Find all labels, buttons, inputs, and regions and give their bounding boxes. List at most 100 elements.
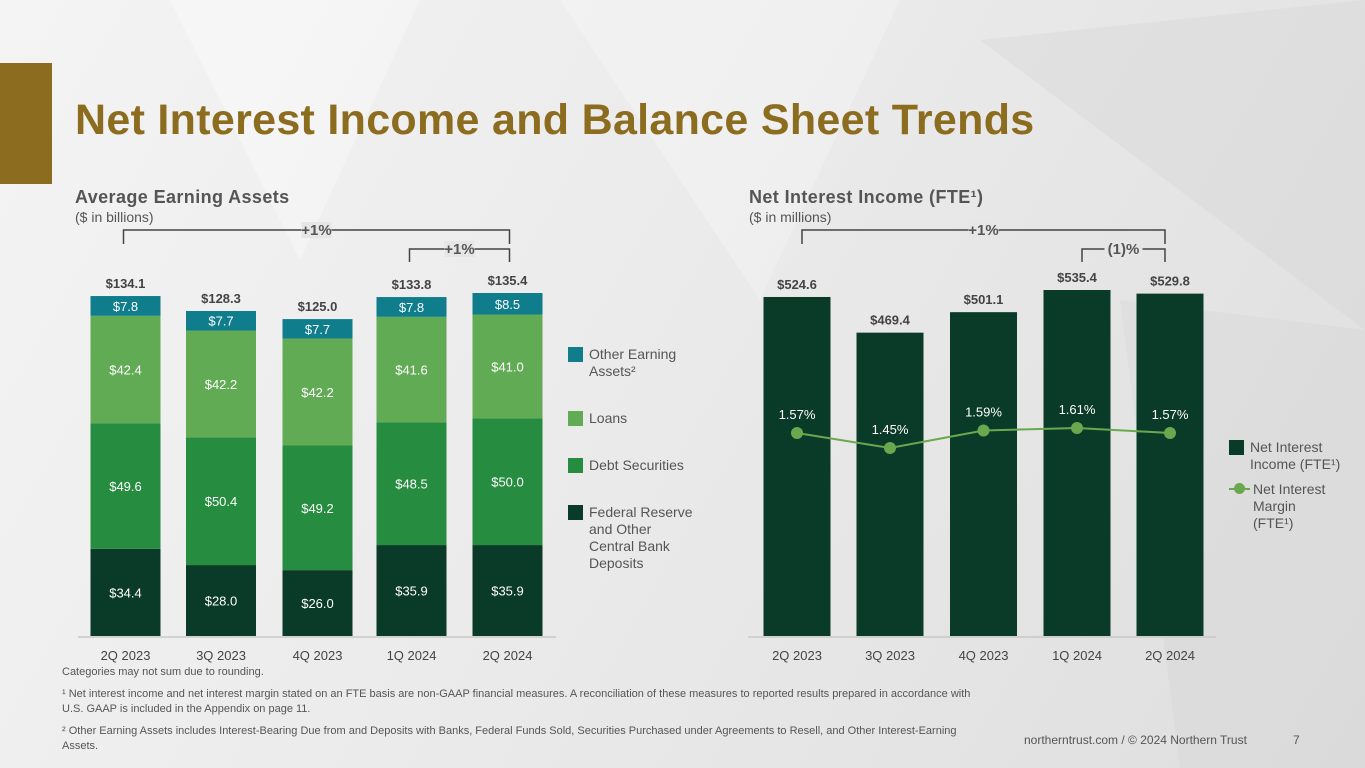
legend-swatch-nii-bar (1229, 440, 1244, 455)
bar-segment-fed-reserve-deposits-3 (376, 545, 447, 636)
nim-label-0: 1.57% (779, 407, 816, 422)
nim-point-0 (791, 427, 803, 439)
growth-bracket-label-bg-0 (301, 222, 332, 238)
x-tick-label-right-3: 1Q 2024 (1052, 648, 1102, 663)
legend-item-nim-line: Net Interest Margin (FTE¹) (1229, 481, 1325, 532)
page-title: Net Interest Income and Balance Sheet Tr… (75, 96, 1035, 144)
x-tick-label-right-2: 4Q 2023 (959, 648, 1009, 663)
bar-value-label-loans-0: $42.4 (109, 363, 142, 378)
legend-label-nim-line: Net Interest Margin (FTE¹) (1253, 481, 1326, 531)
bar-segment-other-earning-assets-2 (282, 319, 353, 339)
bar-value-label-debt-securities-4: $50.0 (491, 475, 524, 490)
bar-total-label-1: $128.3 (201, 291, 241, 306)
legend-item-other-earning-assets: Other Earning Assets² (568, 346, 676, 380)
legend-item-fed-reserve-deposits: Federal Reserve and Other Central Bank Depo… (568, 504, 693, 572)
legend-item-nii-bar: Net Interest Income (FTE¹) (1229, 439, 1340, 473)
legend-swatch-other-earning-assets (568, 347, 583, 362)
bar-value-label-loans-2: $42.2 (301, 385, 334, 400)
bar-value-label-fed-reserve-deposits-1: $28.0 (205, 594, 238, 609)
bar-value-label-debt-securities-2: $49.2 (301, 501, 334, 516)
x-tick-label-1: 3Q 2023 (196, 648, 246, 663)
x-tick-label-3: 1Q 2024 (387, 648, 437, 663)
bar-segment-debt-securities-0 (90, 423, 161, 549)
bar-value-label-debt-securities-1: $50.4 (205, 494, 238, 509)
bar-value-label-loans-1: $42.2 (205, 377, 238, 392)
bar-segment-loans-3 (376, 316, 447, 423)
nii-bar-1 (856, 332, 924, 636)
bar-value-label-fed-reserve-deposits-3: $35.9 (395, 584, 428, 599)
left-chart-title: Average Earning Assets (75, 187, 290, 207)
nim-point-3 (1071, 422, 1083, 434)
bar-segment-other-earning-assets-3 (376, 297, 447, 317)
bar-value-label-debt-securities-0: $49.6 (109, 479, 142, 494)
x-tick-label-right-1: 3Q 2023 (865, 648, 915, 663)
bar-segment-fed-reserve-deposits-1 (186, 565, 256, 636)
nii-bar-label-2: $501.1 (964, 292, 1004, 307)
bar-segment-other-earning-assets-0 (90, 296, 161, 316)
right-chart-title: Net Interest Income (FTE¹) (749, 187, 984, 207)
nii-bar-label-4: $529.8 (1150, 274, 1190, 289)
bar-segment-debt-securities-2 (282, 445, 353, 571)
right-chart-subtitle: ($ in millions) (749, 209, 832, 225)
bar-value-label-other-earning-assets-2: $7.7 (305, 322, 330, 337)
nii-bar-2 (950, 312, 1017, 636)
page-number: 7 (1293, 733, 1300, 747)
bar-value-label-other-earning-assets-4: $8.5 (495, 297, 520, 312)
x-tick-label-2: 4Q 2023 (293, 648, 343, 663)
x-tick-label-right-4: 2Q 2024 (1145, 648, 1195, 663)
footnote-rounding: Categories may not sum due to rounding. (62, 666, 264, 678)
nii-bar-label-3: $535.4 (1057, 270, 1098, 285)
legend-label-fed-reserve-deposits: Federal Reserve and Other Central Bank Depo… (589, 504, 693, 571)
bar-segment-loans-0 (90, 315, 161, 424)
bar-total-label-2: $125.0 (298, 299, 338, 314)
bar-segment-fed-reserve-deposits-4 (472, 545, 543, 636)
legend-item-debt-securities: Debt Securities (568, 457, 684, 474)
legend-label-loans: Loans (589, 410, 628, 426)
legend-swatch-loans (568, 411, 583, 426)
bar-value-label-fed-reserve-deposits-0: $34.4 (109, 585, 142, 600)
bar-segment-fed-reserve-deposits-2 (282, 570, 353, 636)
legend-label-debt-securities: Debt Securities (589, 457, 684, 473)
nii-bar-4 (1136, 293, 1204, 636)
nii-bar-3 (1043, 290, 1111, 636)
nim-label-3: 1.61% (1059, 402, 1096, 417)
bar-segment-loans-4 (472, 314, 543, 419)
nim-point-2 (977, 424, 990, 437)
bar-value-label-other-earning-assets-1: $7.7 (208, 314, 233, 329)
bar-total-label-4: $135.4 (488, 273, 529, 288)
growth-bracket-label-bg-1 (444, 241, 475, 257)
bar-segment-debt-securities-4 (472, 418, 543, 546)
bar-value-label-other-earning-assets-3: $7.8 (399, 300, 424, 315)
bar-segment-other-earning-assets-4 (472, 293, 543, 315)
nim-point-4 (1164, 427, 1176, 439)
bar-value-label-fed-reserve-deposits-2: $26.0 (301, 596, 334, 611)
bar-value-label-fed-reserve-deposits-4: $35.9 (491, 584, 524, 599)
growth-bracket-label-bg-1 (1104, 241, 1143, 257)
legend-label-other-earning-assets: Other Earning Assets² (589, 346, 677, 379)
left-chart-subtitle: ($ in billions) (75, 209, 154, 225)
bar-segment-debt-securities-3 (376, 422, 447, 546)
legend-label-nii-bar: Net Interest Income (FTE¹) (1250, 439, 1341, 472)
bar-segment-loans-1 (186, 330, 256, 438)
nim-label-4: 1.57% (1152, 407, 1189, 422)
x-tick-label-0: 2Q 2023 (101, 648, 151, 663)
footnote-2: ² Other Earning Assets includes Interest… (62, 725, 957, 752)
bar-segment-fed-reserve-deposits-0 (90, 548, 161, 636)
growth-bracket-label-1: +1% (444, 241, 474, 258)
growth-bracket-label-1: (1)% (1108, 241, 1140, 258)
legend-item-loans: Loans (568, 410, 627, 427)
footnote-1: ¹ Net interest income and net interest m… (62, 688, 971, 715)
x-tick-label-right-0: 2Q 2023 (772, 648, 822, 663)
growth-bracket-label-0: +1% (301, 222, 331, 239)
nim-label-1: 1.45% (872, 422, 909, 437)
nii-bar-label-0: $524.6 (777, 277, 817, 292)
nii-bar-label-1: $469.4 (870, 313, 911, 328)
growth-bracket-label-0: +1% (968, 222, 998, 239)
bar-value-label-debt-securities-3: $48.5 (395, 477, 428, 492)
footer-source: northerntrust.com / © 2024 Northern Trus… (1024, 733, 1247, 747)
nim-label-2: 1.59% (965, 405, 1002, 420)
bar-segment-loans-2 (282, 338, 353, 446)
bar-segment-other-earning-assets-1 (186, 310, 256, 331)
bar-value-label-loans-3: $41.6 (395, 363, 428, 378)
